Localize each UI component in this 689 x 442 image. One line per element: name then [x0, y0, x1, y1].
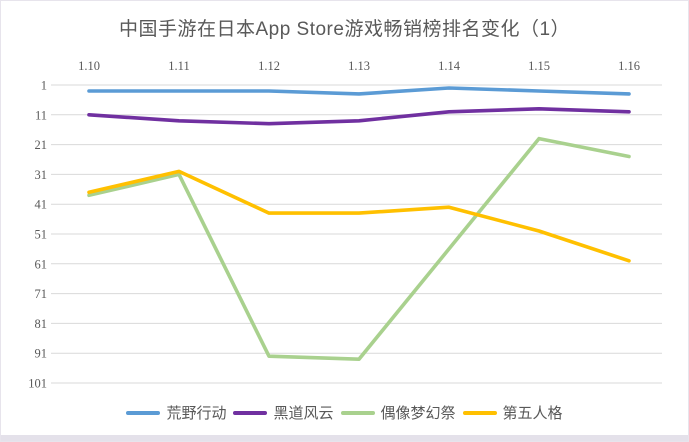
y-tick-label-21: 21	[35, 138, 48, 152]
y-tick-label-61: 61	[35, 257, 48, 271]
legend-item-diwu-renge: 第五人格	[462, 402, 563, 423]
legend-swatch-gold-line	[462, 410, 497, 415]
legend-item-ouxiang-menghuanji: 偶像梦幻祭	[340, 402, 456, 423]
legend-swatch-purple-line	[233, 410, 268, 415]
y-tick-label-81: 81	[35, 317, 48, 331]
x-tick-label-1.15: 1.15	[528, 59, 550, 73]
y-tick-label-101: 101	[28, 377, 47, 391]
chart-title: 中国手游在日本App Store游戏畅销榜排名变化（1）	[118, 19, 571, 40]
legend-item-huangye-xingdong: 荒野行动	[126, 402, 226, 423]
series-line-0-荒野行动	[87, 86, 631, 96]
x-tick-label-1.12: 1.12	[258, 59, 280, 73]
legend-label: 偶像梦幻祭	[380, 405, 456, 422]
series-line-1-黑道风云	[87, 107, 631, 126]
y-tick-label-71: 71	[35, 287, 48, 301]
y-tick-label-91: 91	[35, 347, 48, 361]
legend-swatch-green-line	[340, 410, 375, 415]
x-tick-label-1.10: 1.10	[78, 59, 100, 73]
y-tick-label-31: 31	[35, 168, 48, 182]
chart-legend: 荒野行动 黑道风云 偶像梦幻祭 第五人格	[1, 402, 688, 423]
legend-item-heidao-fengyun: 黑道风云	[233, 402, 334, 423]
legend-label: 荒野行动	[166, 405, 227, 422]
y-tick-label-51: 51	[35, 228, 48, 242]
bottom-border-strip	[1, 435, 688, 441]
legend-label: 第五人格	[502, 405, 563, 422]
x-tick-label-1.13: 1.13	[348, 59, 370, 73]
legend-swatch-blue-line	[126, 410, 161, 415]
y-tick-label-1: 1	[41, 79, 47, 93]
y-tick-label-11: 11	[35, 108, 47, 122]
y-tick-label-41: 41	[35, 198, 48, 212]
legend-label: 黑道风云	[273, 405, 334, 422]
series-line-3-第五人格	[87, 169, 631, 263]
series-line-2-偶像梦幻祭	[87, 136, 631, 362]
x-tick-label-1.11: 1.11	[168, 59, 189, 73]
x-tick-label-1.14: 1.14	[438, 59, 461, 73]
x-tick-label-1.16: 1.16	[618, 59, 640, 73]
